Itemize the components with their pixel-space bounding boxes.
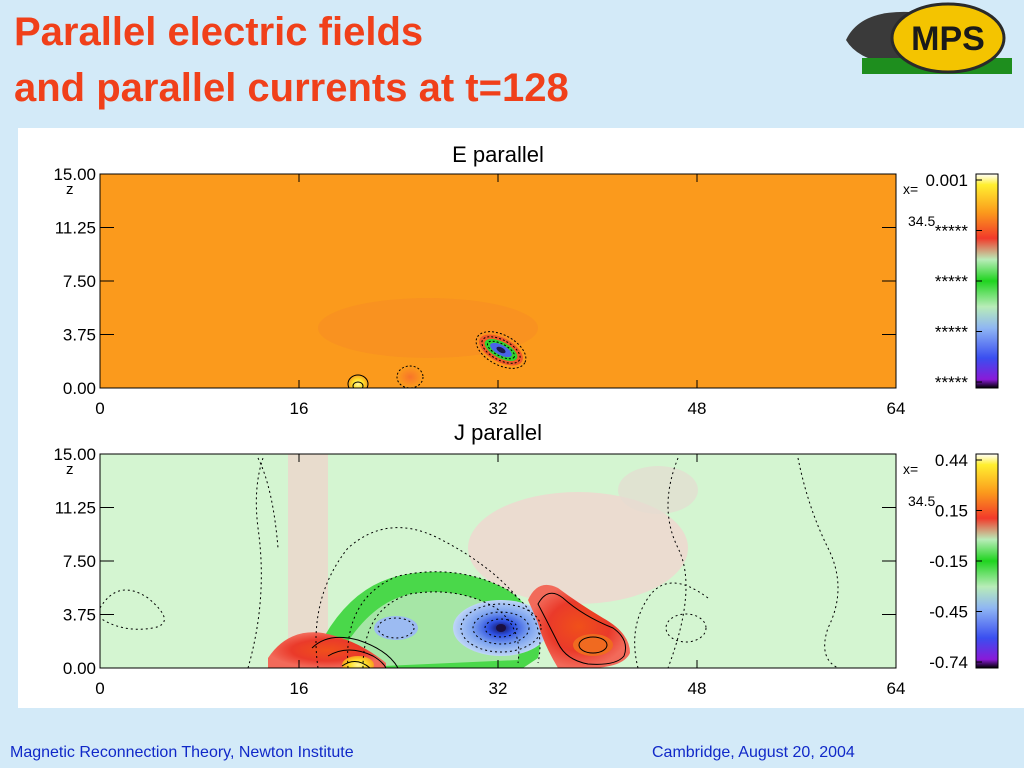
j-yellow-spot	[342, 656, 374, 668]
e-heatmap-features	[318, 298, 538, 388]
j-x-tick-label: 32	[489, 679, 508, 698]
j-x-axis: 0 16 32 48 64	[95, 454, 905, 698]
e-y-axis: 0.00 3.75 7.50 11.25 15.00	[53, 165, 896, 398]
j-colorbar-label: 0.15	[935, 502, 968, 521]
e-yellow-spot	[347, 374, 369, 388]
slide-title: Parallel electric fields and parallel cu…	[14, 4, 569, 116]
j-y-tick-label: 0.00	[63, 659, 96, 678]
j-colorbar-labels: 0.44 0.15 -0.15 -0.45 -0.74	[929, 451, 982, 672]
e-x-tick-label: 48	[688, 399, 707, 418]
j-slice-label-1: x=	[903, 461, 918, 477]
e-y-tick-label: 7.50	[63, 272, 96, 291]
j-x-tick-label: 16	[290, 679, 309, 698]
e-blob-small-contour	[396, 365, 424, 388]
j-colorbar-label: -0.15	[929, 552, 968, 571]
e-colorbar-labels: 0.001 ***** ***** ***** *****	[925, 171, 982, 392]
e-y-tick-label: 11.25	[55, 219, 96, 238]
e-x-axis: 0 16 32 48 64	[95, 174, 905, 418]
j-y-axis: 0.00 3.75 7.50 11.25 15.00	[53, 445, 896, 678]
e-panel-title: E parallel	[452, 142, 544, 167]
j-colorbar-label: 0.44	[935, 451, 968, 470]
e-slice-label-2: 34.5	[908, 213, 935, 229]
e-colorbar-label: *****	[935, 323, 968, 342]
j-y-tick-label: 7.50	[63, 552, 96, 571]
j-ylabel: z	[66, 461, 74, 478]
e-x-tick-label: 16	[290, 399, 309, 418]
j-colorbar-label: -0.45	[929, 603, 968, 622]
e-x-tick-label: 32	[489, 399, 508, 418]
title-line-2: and parallel currents at t=128	[14, 66, 569, 110]
e-x-tick-label: 0	[95, 399, 104, 418]
e-y-tick-label: 3.75	[63, 326, 96, 345]
logo-oval	[890, 2, 1006, 74]
j-heatmap-features	[100, 454, 839, 668]
e-y-tick-label: 0.00	[63, 379, 96, 398]
j-panel-title: J parallel	[454, 420, 542, 445]
logo-dark-swoosh	[846, 11, 910, 66]
j-pink-cloud	[468, 492, 688, 604]
j-y-tick-label: 3.75	[63, 606, 96, 625]
title-line-1: Parallel electric fields	[14, 10, 424, 54]
j-blue-left	[374, 616, 418, 640]
figure-panel: E parallel 0.00 3.75 7.50 11.	[18, 128, 1024, 722]
e-colorbar-label: *****	[935, 222, 968, 241]
j-parallel-panel: J parallel	[53, 420, 999, 722]
e-ylabel: z	[66, 181, 74, 198]
e-blob-small	[398, 367, 422, 387]
j-dotted-contours	[100, 457, 839, 668]
e-colorbar-label: *****	[935, 272, 968, 291]
footer-left: Magnetic Reconnection Theory, Newton Ins…	[10, 744, 354, 761]
j-x-tick-label: 48	[688, 679, 707, 698]
j-y-tick-label: 15.00	[53, 445, 96, 464]
j-pink-column	[288, 454, 328, 644]
mps-logo: MPS	[846, 2, 1012, 74]
j-x-tick-label: 0	[95, 679, 104, 698]
e-colorbar-label: *****	[935, 373, 968, 392]
e-slice-label-1: x=	[903, 181, 918, 197]
j-xlabel: y	[494, 705, 502, 708]
e-main-blob	[475, 331, 527, 369]
footer-right: Cambridge, August 20, 2004	[652, 744, 855, 761]
e-y-tick-label: 15.00	[53, 165, 96, 184]
j-slice-label-2: 34.5	[908, 493, 935, 509]
e-x-tick-label: 64	[887, 399, 906, 418]
j-contours	[311, 592, 627, 668]
j-x-tick-label: 64	[887, 679, 906, 698]
j-y-tick-label: 11.25	[55, 499, 96, 518]
j-colorbar-label: -0.74	[929, 653, 968, 672]
logo-text: MPS	[911, 20, 985, 58]
e-colorbar-label: 0.001	[925, 171, 968, 190]
